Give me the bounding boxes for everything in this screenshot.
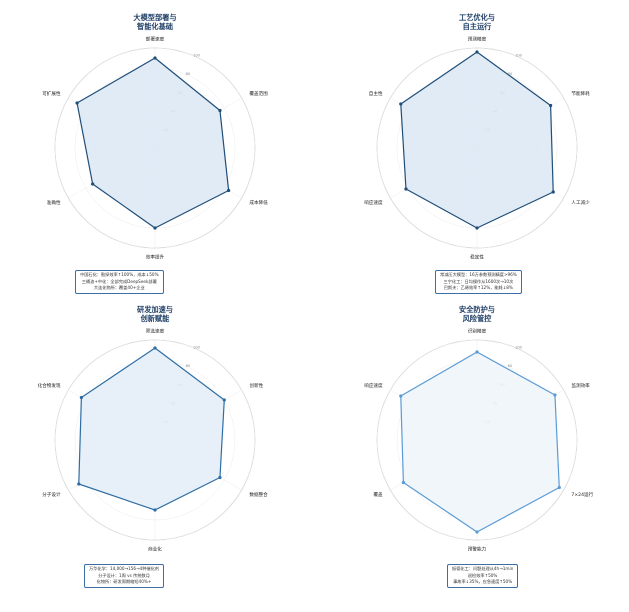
radial-tick-label: 80: [186, 364, 191, 368]
radar-point-5: [91, 182, 95, 186]
radar-point-6: [75, 101, 79, 105]
radar-chart: 20406080100预测精度节能降耗人工减少稳定性响应速度自主性: [364, 36, 590, 261]
radar-point-1: [475, 350, 479, 354]
radar-point-4: [475, 530, 479, 534]
annotation-box: 常减压大模型：16万参数预测精度>96% 三宁化工：日均操作从1600次→10次…: [435, 270, 522, 294]
radar-series-area: [76, 57, 230, 229]
chart-title: 工艺优化与 自主运行: [352, 13, 602, 31]
radar-point-2: [553, 393, 557, 397]
radial-tick-label: 100: [515, 346, 523, 350]
axis-label: 稳定性: [470, 254, 484, 261]
radial-tick-label: 100: [515, 54, 523, 58]
radar-panel-safety: 安全防护与 风险管控 20406080100识别精度监测效率7×24运行预警能力…: [352, 305, 602, 596]
annotation-line: 事故率↓35%，应急速度↑50%: [453, 579, 513, 585]
axis-label: 覆盖: [373, 491, 383, 498]
chart-title-line-1: 工艺优化与: [459, 13, 495, 22]
annotation-box: 万华化学：14,000→156→4种催化剂 分子设计：1周 vs 传统数月 化物…: [84, 564, 165, 588]
axis-label: 覆盖范围: [249, 90, 268, 97]
radar-point-3: [218, 475, 222, 480]
annotation-line: 巡检效率↑50%: [467, 572, 498, 578]
annotation-line: 三宁化工：日均操作从1600次→10次: [443, 278, 514, 284]
radar-point-5: [77, 482, 81, 486]
radar-panel-rnd: 研发加速与 创新赋能 20406080100筛选速度创新性数据整合商业化分子设计…: [30, 305, 280, 596]
radar-point-6: [79, 395, 83, 400]
radial-tick-label: 100: [193, 346, 201, 350]
axis-label: 自主性: [369, 90, 383, 97]
axis-label: 监测效率: [571, 382, 590, 389]
radar-point-4: [153, 226, 157, 230]
radar-point-3: [557, 485, 561, 490]
axis-label: 响应速度: [364, 199, 383, 206]
radar-series-area: [400, 51, 554, 229]
axis-label: 7×24运行: [571, 491, 593, 498]
axis-label: 创新性: [249, 382, 263, 389]
annotation-line: 化物所：研发周期缩短40%+: [96, 579, 152, 585]
axis-label: 化合物发现: [38, 382, 61, 389]
radar-point-3: [227, 188, 231, 193]
chart-title-line-2: 风险管控: [462, 313, 492, 323]
radar-point-1: [153, 56, 157, 60]
axis-label: 人工减少: [571, 199, 590, 206]
radar-point-2: [222, 398, 226, 402]
radar-point-2: [549, 103, 553, 108]
radar-series-area: [78, 347, 225, 511]
radar-chart: 20406080100部署速度覆盖范围成本降低效率提升准确性可扩展性: [42, 36, 268, 261]
axis-label: 预测精度: [468, 36, 487, 43]
axis-label: 效率提升: [146, 254, 165, 261]
chart-title: 大模型部署与 智能化基础: [30, 13, 280, 31]
chart-title-line-1: 研发加速与: [137, 305, 173, 314]
radar-point-3: [551, 190, 555, 194]
radar-point-6: [399, 394, 403, 398]
radar-series-area: [400, 351, 560, 533]
axis-label: 成本降低: [249, 199, 268, 206]
axis-label: 准确性: [47, 199, 61, 206]
axis-label: 部署速度: [146, 36, 165, 43]
chart-title-line-1: 大模型部署与: [133, 13, 177, 22]
chart-title: 研发加速与 创新赋能: [30, 305, 280, 323]
axis-label: 预警能力: [468, 546, 487, 553]
chart-title: 安全防护与 风险管控: [352, 305, 602, 323]
annotation-line: 万华化学：14,000→156→4种催化剂: [89, 566, 160, 571]
axis-label: 数据整合: [249, 491, 268, 498]
axis-label: 识别精度: [468, 328, 487, 335]
radar-point-5: [404, 187, 408, 191]
axis-label: 可扩展性: [42, 90, 61, 97]
axis-label: 分子设计: [42, 491, 61, 498]
annotation-line: 振德化工：问题处理从4h→1min: [452, 566, 514, 571]
chart-title-line-2: 智能化基础: [137, 21, 173, 31]
radial-tick-label: 80: [186, 72, 191, 76]
annotation-line: 大连化物所：覆盖40+企业: [93, 285, 145, 291]
radar-point-4: [475, 226, 479, 230]
annotation-box: 中国石化：勘探效率↑100%，成本↓50% 三桶油+中化：全部完成DeepSee…: [75, 270, 164, 294]
radial-tick-label: 100: [193, 54, 201, 58]
radar-point-4: [153, 508, 157, 512]
radar-panel-process: 工艺优化与 自主运行 20406080100预测精度节能降耗人工减少稳定性响应速…: [352, 13, 602, 304]
annotation-box: 振德化工：问题处理从4h→1min 巡检效率↑50% 事故率↓35%，应急速度↑…: [447, 564, 519, 588]
axis-label: 商业化: [148, 546, 162, 553]
radar-point-5: [401, 480, 405, 485]
radial-tick-label: 80: [508, 364, 513, 368]
radar-point-1: [475, 50, 479, 54]
radar-point-1: [153, 346, 157, 350]
axis-label: 节能降耗: [571, 90, 590, 97]
annotation-line: 中国石化：勘探效率↑100%，成本↓50%: [80, 272, 159, 277]
annotation-line: 分子设计：1周 vs 传统数月: [98, 572, 150, 578]
chart-title-line-2: 创新赋能: [140, 313, 170, 323]
radar-point-6: [399, 102, 403, 106]
chart-title-line-1: 安全防护与: [459, 305, 495, 314]
axis-label: 筛选速度: [146, 328, 165, 335]
axis-label: 响应速度: [364, 382, 383, 389]
radial-tick-label: 80: [508, 72, 513, 76]
chart-title-line-2: 自主运行: [462, 21, 492, 31]
annotation-line: 巴斯夫：乙烯效率↑12%，能耗↓8%: [443, 285, 513, 291]
radar-panel-deployment: 大模型部署与 智能化基础 20406080100部署速度覆盖范围成本降低效率提升…: [30, 13, 280, 304]
radar-point-2: [218, 108, 222, 113]
radar-chart: 20406080100筛选速度创新性数据整合商业化分子设计化合物发现: [38, 328, 269, 553]
annotation-line: 常减压大模型：16万参数预测精度>96%: [440, 272, 517, 277]
annotation-line: 三桶油+中化：全部完成DeepSeek部署: [81, 278, 157, 284]
